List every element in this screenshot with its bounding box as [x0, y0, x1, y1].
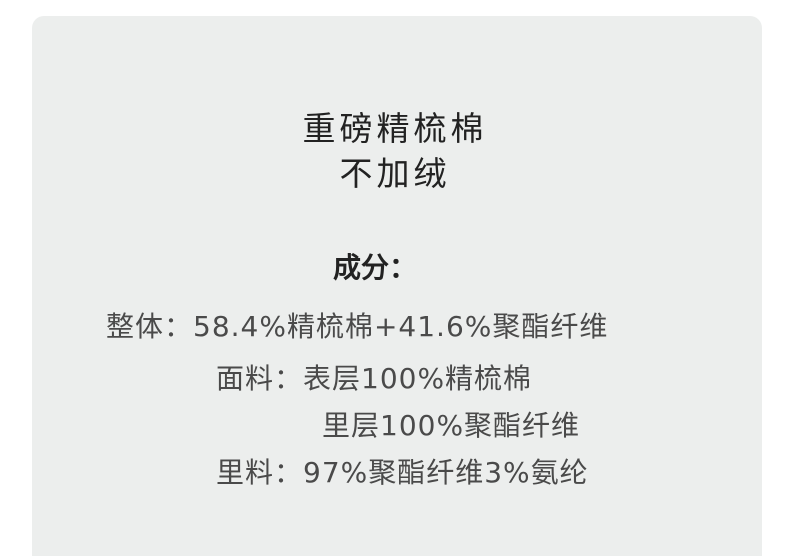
composition-fabric-inner: 里层100%聚酯纤维: [322, 409, 581, 442]
composition-overall: 整体：58.4%精梳棉+41.6%聚酯纤维: [106, 310, 609, 343]
composition-fabric-outer: 面料：表层100%精梳棉: [216, 362, 533, 395]
heading-line-2: 不加绒: [339, 154, 451, 193]
composition-lining: 里料：97%聚酯纤维3%氨纶: [216, 456, 589, 489]
info-card: [32, 16, 762, 556]
composition-label: 成分：: [333, 251, 418, 284]
heading-line-1: 重磅精梳棉: [302, 109, 488, 148]
